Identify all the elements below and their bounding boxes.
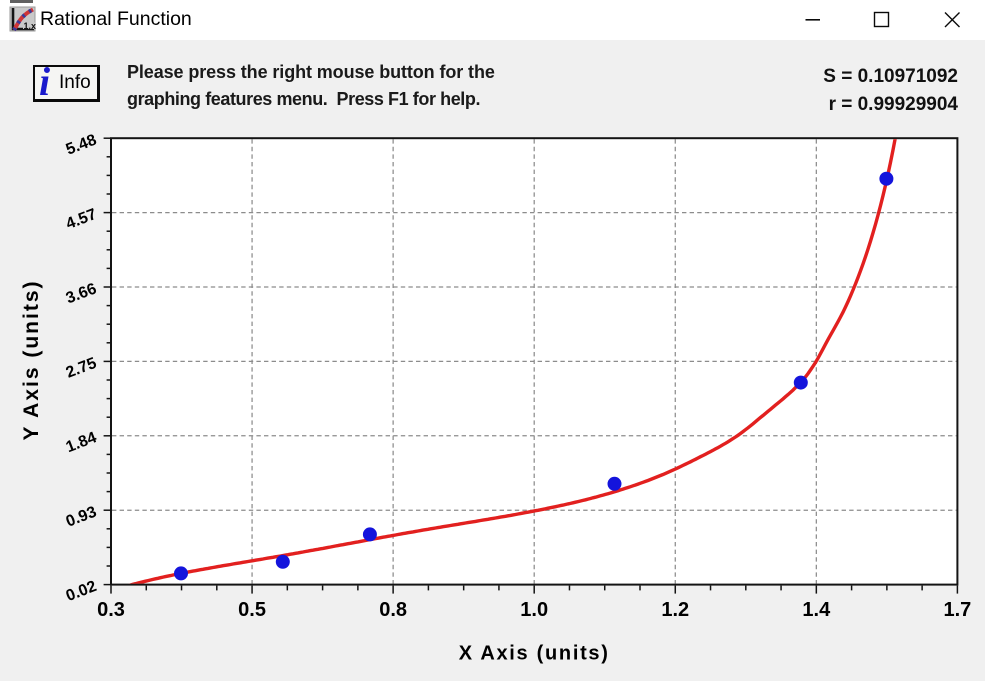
svg-text:X Axis (units): X Axis (units) bbox=[459, 643, 610, 665]
svg-text:1.0: 1.0 bbox=[520, 599, 548, 621]
svg-text:0.3: 0.3 bbox=[97, 599, 125, 621]
svg-text:1.x: 1.x bbox=[24, 21, 37, 31]
svg-text:1.84: 1.84 bbox=[64, 429, 99, 456]
svg-text:1.7: 1.7 bbox=[943, 599, 971, 621]
svg-text:4.57: 4.57 bbox=[64, 206, 99, 233]
svg-text:1.2: 1.2 bbox=[661, 599, 689, 621]
svg-text:0.93: 0.93 bbox=[64, 504, 99, 531]
svg-text:2.75: 2.75 bbox=[64, 355, 99, 382]
svg-text:Y Axis (units): Y Axis (units) bbox=[20, 279, 43, 440]
svg-text:3.66: 3.66 bbox=[64, 280, 99, 307]
svg-text:5.48: 5.48 bbox=[64, 132, 99, 159]
svg-text:0.5: 0.5 bbox=[238, 599, 266, 621]
svg-text:0.8: 0.8 bbox=[379, 599, 407, 621]
svg-text:1.4: 1.4 bbox=[802, 599, 831, 621]
svg-text:0.02: 0.02 bbox=[64, 578, 99, 605]
